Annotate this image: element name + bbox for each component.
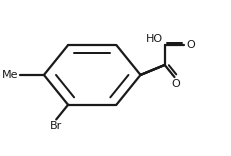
Text: Me: Me [2, 70, 18, 80]
Text: HO: HO [146, 34, 163, 44]
Text: O: O [171, 79, 180, 89]
Text: O: O [186, 40, 195, 50]
Text: Br: Br [50, 121, 62, 131]
